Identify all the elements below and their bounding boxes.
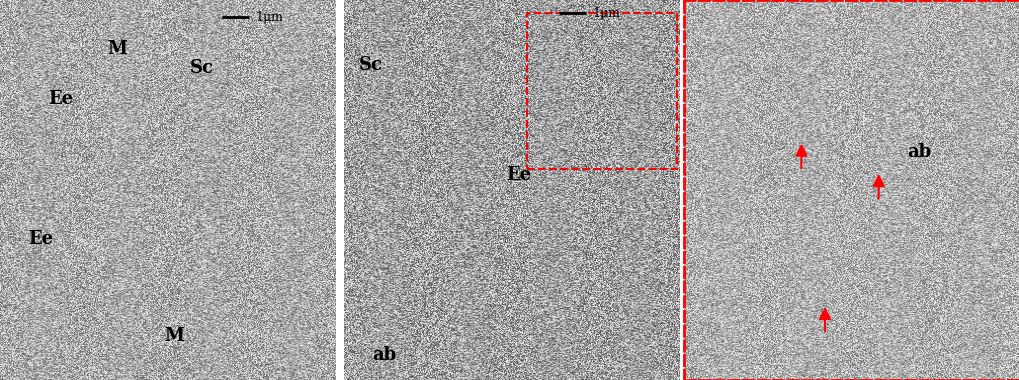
Text: 1μm: 1μm (255, 11, 283, 24)
Text: Ee: Ee (28, 230, 53, 249)
Text: Ee: Ee (505, 166, 531, 184)
Text: ab: ab (906, 143, 930, 161)
Text: 1μm: 1μm (592, 7, 620, 20)
Text: Sc: Sc (359, 55, 382, 74)
Text: M: M (107, 40, 127, 59)
Text: ab: ab (372, 346, 396, 364)
Text: Sc: Sc (190, 59, 213, 78)
Text: M: M (164, 327, 184, 345)
Text: Ee: Ee (48, 90, 73, 108)
